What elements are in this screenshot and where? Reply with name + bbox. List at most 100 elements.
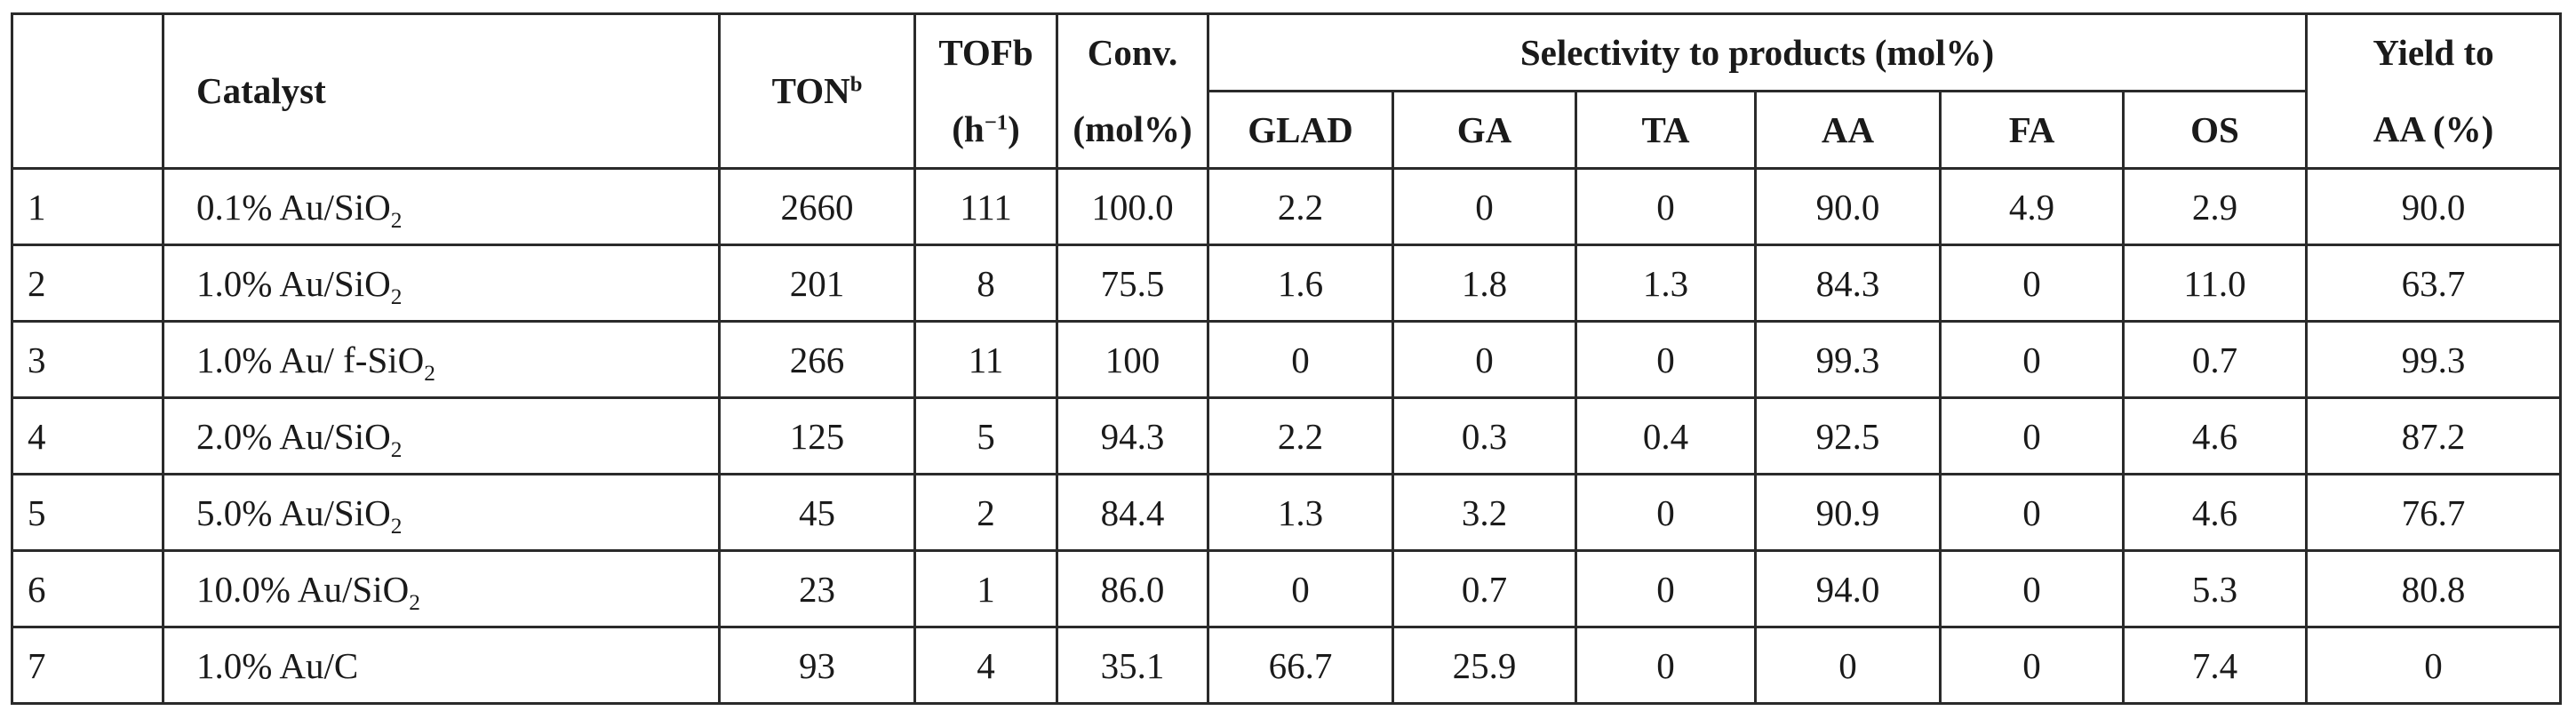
cell-glad: 2.2	[1207, 167, 1394, 246]
cell-conv: 100.0	[1056, 167, 1209, 246]
header-selectivity-group: Selectivity to products (mol%)	[1207, 12, 2308, 92]
header-yield-line2: AA (%)	[2305, 91, 2562, 170]
cell-ga: 0.3	[1392, 396, 1577, 475]
cell-aa: 84.3	[1754, 244, 1942, 323]
cell-ta: 0	[1575, 167, 1757, 246]
cell-os: 2.9	[2122, 167, 2308, 246]
cell-yield: 63.7	[2305, 244, 2562, 323]
header-catalyst: Catalyst	[162, 12, 721, 170]
header-index	[11, 12, 164, 170]
header-product-glad: GLAD	[1207, 90, 1394, 170]
header-product-ta: TA	[1575, 90, 1757, 170]
cell-os: 4.6	[2122, 396, 2308, 475]
table-row: 3 1.0% Au/ f-SiO2 266 11 100 0 0 0 99.3 …	[11, 320, 2562, 399]
cell-ga: 0.7	[1392, 549, 1577, 628]
cell-yield: 90.0	[2305, 167, 2562, 246]
cell-os: 0.7	[2122, 320, 2308, 399]
header-tof-line2: (h−1)	[913, 91, 1058, 170]
cell-os: 5.3	[2122, 549, 2308, 628]
table-row: 7 1.0% Au/C 93 4 35.1 66.7 25.9 0 0 0 7.…	[11, 626, 2562, 705]
cell-tof: 111	[913, 167, 1058, 246]
catalyst-subscript: 2	[390, 284, 403, 309]
cell-fa: 0	[1939, 626, 2125, 705]
header-conv-line2: (mol%)	[1056, 91, 1209, 170]
catalyst-subscript: 2	[409, 589, 420, 615]
header-tof-unit-close: )	[1008, 108, 1020, 149]
cell-conv: 94.3	[1056, 396, 1209, 475]
catalyst-results-table-container: Catalyst TONb TOFb Conv. Selectivity to …	[11, 12, 2562, 705]
catalyst-name: 5.0% Au/SiO	[196, 491, 391, 533]
header-ton-text: TON	[771, 70, 850, 111]
cell-aa: 90.9	[1754, 473, 1942, 552]
cell-tof: 8	[913, 244, 1058, 323]
cell-glad: 0	[1207, 549, 1394, 628]
cell-conv: 100	[1056, 320, 1209, 399]
catalyst-name: 10.0% Au/SiO	[196, 568, 410, 610]
table-row: 4 2.0% Au/SiO2 125 5 94.3 2.2 0.3 0.4 92…	[11, 396, 2562, 475]
cell-ga: 0	[1392, 167, 1577, 246]
cell-ton: 201	[718, 244, 916, 323]
header-conv-line1: Conv.	[1056, 12, 1209, 92]
cell-glad: 66.7	[1207, 626, 1394, 705]
table-row: 1 0.1% Au/SiO2 2660 111 100.0 2.2 0 0 90…	[11, 167, 2562, 246]
cell-ton: 266	[718, 320, 916, 399]
cell-index: 6	[11, 549, 164, 628]
cell-ga: 1.8	[1392, 244, 1577, 323]
cell-catalyst: 2.0% Au/SiO2	[162, 396, 721, 475]
catalyst-subscript: 2	[390, 436, 403, 462]
cell-ta: 0	[1575, 473, 1757, 552]
cell-tof: 11	[913, 320, 1058, 399]
cell-glad: 1.3	[1207, 473, 1394, 552]
cell-conv: 86.0	[1056, 549, 1209, 628]
header-tof-unit-exponent: −1	[984, 110, 1009, 135]
cell-glad: 0	[1207, 320, 1394, 399]
cell-aa: 94.0	[1754, 549, 1942, 628]
cell-os: 4.6	[2122, 473, 2308, 552]
cell-aa: 0	[1754, 626, 1942, 705]
header-row-2: (h−1) (mol%) GLAD GA TA AA FA OS AA (%)	[12, 90, 2562, 170]
table-row: 2 1.0% Au/SiO2 201 8 75.5 1.6 1.8 1.3 84…	[11, 244, 2562, 323]
cell-index: 1	[11, 167, 164, 246]
header-row-1: Catalyst TONb TOFb Conv. Selectivity to …	[11, 12, 2562, 170]
header-product-os: OS	[2122, 90, 2308, 170]
cell-yield: 0	[2305, 626, 2562, 705]
cell-catalyst: 1.0% Au/ f-SiO2	[162, 320, 721, 399]
cell-yield: 76.7	[2305, 473, 2562, 552]
cell-conv: 75.5	[1056, 244, 1209, 323]
cell-fa: 0	[1939, 473, 2125, 552]
catalyst-subscript: 2	[390, 207, 403, 233]
cell-ta: 1.3	[1575, 244, 1757, 323]
cell-fa: 0	[1939, 396, 2125, 475]
table-row: 5 5.0% Au/SiO2 45 2 84.4 1.3 3.2 0 90.9 …	[11, 473, 2562, 552]
cell-catalyst: 5.0% Au/SiO2	[162, 473, 721, 552]
header-ton-superscript: b	[849, 72, 863, 97]
header-product-aa: AA	[1754, 90, 1942, 170]
cell-os: 11.0	[2122, 244, 2308, 323]
cell-ton: 125	[718, 396, 916, 475]
cell-catalyst: 0.1% Au/SiO2	[162, 167, 721, 246]
header-yield-line1: Yield to	[2305, 12, 2562, 92]
cell-tof: 1	[913, 549, 1058, 628]
table-body: 1 0.1% Au/SiO2 2660 111 100.0 2.2 0 0 90…	[11, 167, 2562, 705]
table-header: Catalyst TONb TOFb Conv. Selectivity to …	[11, 12, 2562, 170]
cell-glad: 1.6	[1207, 244, 1394, 323]
cell-tof: 4	[913, 626, 1058, 705]
cell-ga: 0	[1392, 320, 1577, 399]
cell-aa: 90.0	[1754, 167, 1942, 246]
cell-ta: 0	[1575, 320, 1757, 399]
header-product-fa: FA	[1939, 90, 2125, 170]
cell-aa: 92.5	[1754, 396, 1942, 475]
cell-ton: 93	[718, 626, 916, 705]
cell-fa: 0	[1939, 320, 2125, 399]
cell-glad: 2.2	[1207, 396, 1394, 475]
cell-fa: 0	[1939, 549, 2125, 628]
catalyst-name: 2.0% Au/SiO	[196, 415, 391, 457]
catalyst-name: 1.0% Au/ f-SiO	[196, 339, 425, 380]
cell-yield: 99.3	[2305, 320, 2562, 399]
catalyst-name: 1.0% Au/SiO	[196, 262, 391, 304]
catalyst-results-table: Catalyst TONb TOFb Conv. Selectivity to …	[11, 12, 2562, 705]
cell-fa: 4.9	[1939, 167, 2125, 246]
cell-tof: 5	[913, 396, 1058, 475]
cell-ton: 45	[718, 473, 916, 552]
cell-catalyst: 1.0% Au/C	[162, 626, 721, 705]
